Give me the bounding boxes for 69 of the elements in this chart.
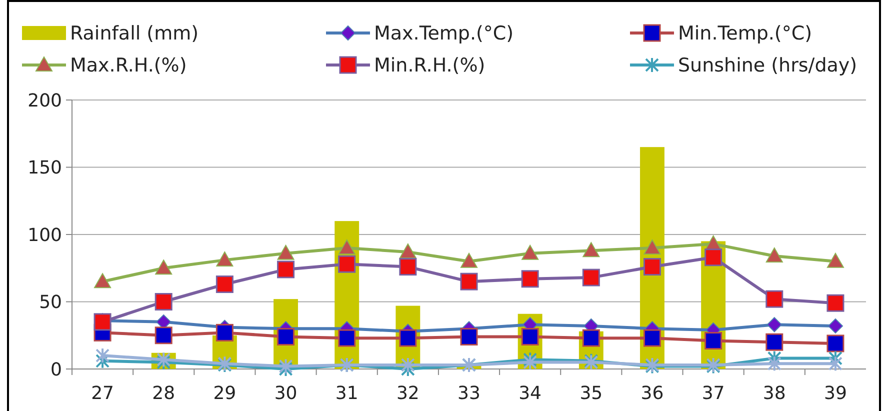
legend-label: Min.R.H.(%) bbox=[374, 54, 486, 77]
x-tick-label: 36 bbox=[640, 383, 664, 404]
y-tick-label: 50 bbox=[39, 292, 62, 314]
point bbox=[828, 350, 842, 366]
x-tick-label: 30 bbox=[274, 383, 298, 404]
point bbox=[216, 252, 234, 267]
point bbox=[94, 273, 112, 288]
x-tick-label: 34 bbox=[518, 383, 542, 404]
point bbox=[766, 317, 782, 332]
point bbox=[644, 239, 661, 254]
legend-label: Max.Temp.(°C) bbox=[374, 22, 514, 45]
point bbox=[704, 248, 722, 266]
x-tick-label: 31 bbox=[335, 383, 358, 404]
point bbox=[96, 352, 110, 369]
point bbox=[582, 329, 600, 347]
point bbox=[582, 268, 600, 286]
point bbox=[338, 239, 356, 254]
point bbox=[277, 260, 295, 278]
point bbox=[278, 358, 293, 374]
point bbox=[154, 293, 172, 310]
point bbox=[523, 354, 538, 370]
legend-label: Min.Temp.(°C) bbox=[678, 22, 812, 45]
point bbox=[521, 270, 539, 288]
point bbox=[156, 352, 171, 368]
point bbox=[399, 258, 417, 276]
point bbox=[826, 294, 844, 312]
y-tick-label: 200 bbox=[28, 90, 62, 112]
point bbox=[399, 243, 416, 258]
legend-label: Max.R.H.(%) bbox=[70, 54, 187, 77]
point bbox=[766, 333, 784, 351]
legend-label: Rainfall (mm) bbox=[70, 22, 199, 45]
point bbox=[216, 324, 234, 342]
x-tick-label: 33 bbox=[458, 383, 480, 404]
point bbox=[766, 290, 784, 308]
point bbox=[338, 329, 356, 347]
x-tick-label: 32 bbox=[396, 383, 420, 404]
point bbox=[155, 260, 172, 275]
point bbox=[582, 242, 600, 258]
point bbox=[828, 356, 842, 372]
point bbox=[460, 252, 478, 268]
point bbox=[826, 334, 844, 352]
point bbox=[522, 244, 539, 260]
y-tick-label: 100 bbox=[28, 224, 62, 246]
x-tick-label: 37 bbox=[702, 383, 725, 404]
legend-label: Sunshine (hrs/day) bbox=[678, 54, 858, 77]
point bbox=[96, 348, 110, 364]
x-tick-label: 27 bbox=[91, 383, 114, 404]
point bbox=[338, 255, 356, 273]
point bbox=[154, 326, 172, 344]
point bbox=[400, 356, 415, 373]
x-tick-label: 39 bbox=[824, 383, 847, 404]
x-tick-label: 38 bbox=[762, 383, 786, 404]
y-tick-label: 0 bbox=[50, 359, 62, 380]
y-tick-label: 150 bbox=[28, 158, 62, 179]
point bbox=[704, 332, 722, 350]
point bbox=[643, 258, 661, 276]
point bbox=[460, 328, 478, 346]
x-tick-label: 28 bbox=[152, 383, 176, 404]
point bbox=[643, 329, 661, 347]
x-tick-label: 35 bbox=[580, 383, 603, 404]
point bbox=[94, 313, 112, 331]
point bbox=[828, 318, 843, 334]
point bbox=[767, 356, 782, 372]
point bbox=[460, 272, 478, 290]
x-tick-label: 29 bbox=[213, 383, 236, 404]
point bbox=[216, 276, 234, 294]
point bbox=[277, 244, 294, 260]
point bbox=[766, 248, 783, 263]
point bbox=[826, 252, 844, 268]
